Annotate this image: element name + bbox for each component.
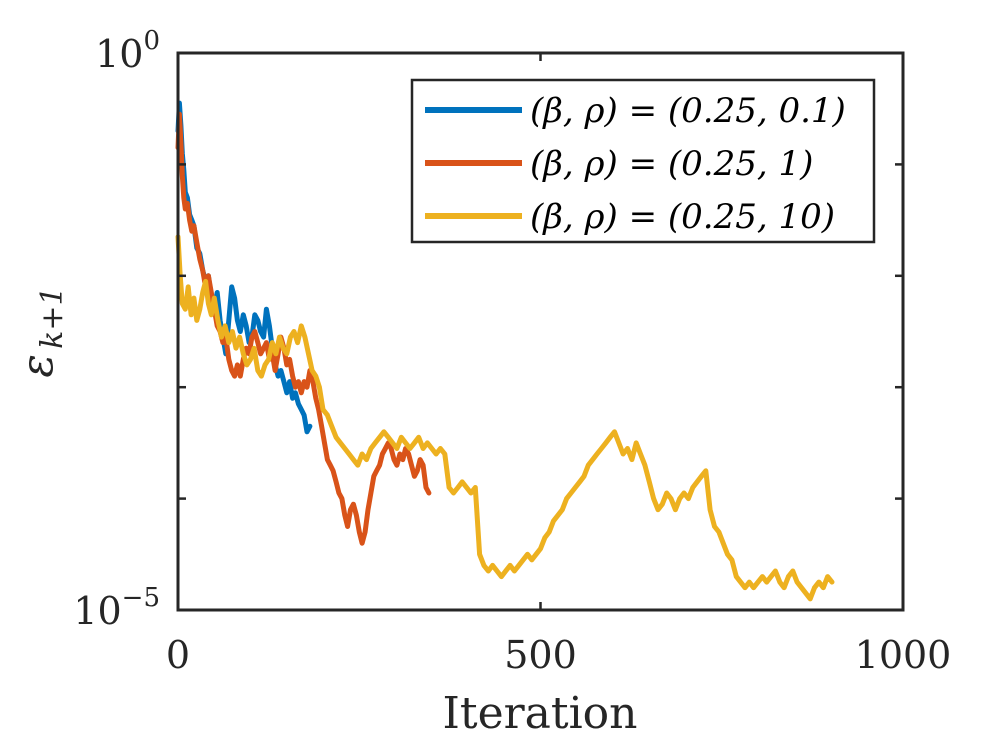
legend-label-1: (β, ρ) = (0.25, 0.1)	[530, 91, 846, 131]
x-tick-labels: 0 500 1000	[166, 633, 951, 677]
legend-entries: (β, ρ) = (0.25, 0.1) (β, ρ) = (0.25, 1) (β…	[425, 91, 846, 237]
series-line-2	[175, 111, 432, 546]
series-layer	[175, 100, 835, 602]
y-tick-label: 10−5	[73, 583, 160, 633]
y-tick-label-base: 10	[95, 32, 143, 76]
svg-text:ε k+1: ε k+1	[12, 286, 70, 377]
y-axis-label: ε k+1	[12, 286, 70, 377]
legend-label-3: (β, ρ) = (0.25, 10)	[530, 197, 835, 237]
x-tick-label: 1000	[855, 633, 952, 677]
x-tick-label: 0	[166, 633, 190, 677]
legend-label-2: (β, ρ) = (0.25, 1)	[530, 144, 813, 184]
y-tick-label-base: 10	[73, 589, 121, 633]
y-tick-label-exponent: −5	[122, 583, 160, 613]
y-tick-label: 100	[95, 26, 160, 76]
y-axis-label-subscript: k+1	[35, 286, 70, 348]
series-line-3	[175, 234, 835, 602]
x-axis-label: Iteration	[443, 688, 638, 739]
y-axis-label-main: ε	[12, 354, 63, 378]
y-tick-label-exponent: 0	[143, 26, 160, 56]
legend: (β, ρ) = (0.25, 0.1) (β, ρ) = (0.25, 1) (β…	[410, 78, 876, 244]
x-tick-label: 500	[504, 633, 577, 677]
ticks-layer	[176, 53, 905, 610]
